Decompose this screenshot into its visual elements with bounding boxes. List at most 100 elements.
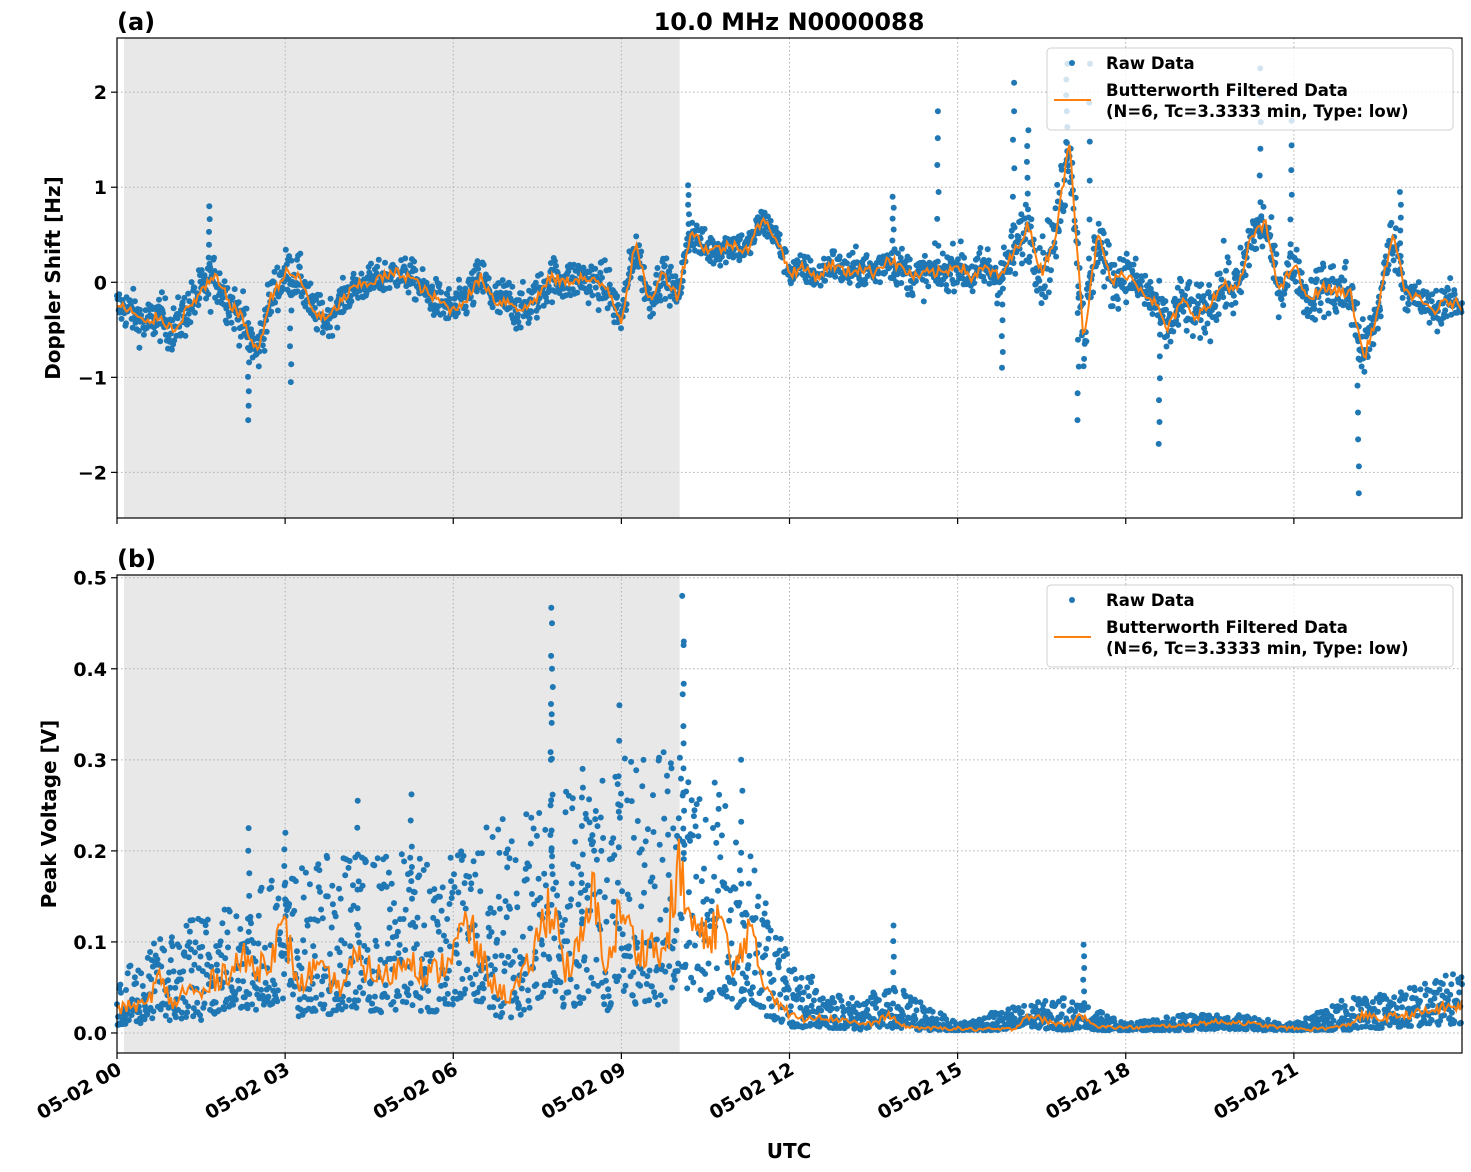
raw-data-point	[1392, 225, 1399, 232]
raw-data-point	[1081, 355, 1088, 362]
raw-data-point	[1171, 295, 1178, 302]
raw-data-point	[634, 939, 641, 946]
raw-data-point	[459, 900, 466, 907]
raw-data-point	[1058, 1011, 1065, 1018]
raw-data-point	[680, 825, 687, 832]
raw-data-point	[540, 989, 547, 996]
raw-data-point	[698, 878, 705, 885]
raw-data-point	[1445, 286, 1451, 293]
raw-data-point	[764, 213, 771, 220]
filtered-data-line	[116, 144, 1463, 360]
raw-data-point	[170, 305, 177, 312]
raw-data-outlier-point	[547, 802, 554, 809]
raw-data-point	[1422, 980, 1428, 987]
raw-data-point	[446, 295, 453, 302]
raw-data-point	[599, 777, 606, 784]
raw-data-point	[169, 943, 176, 950]
raw-data-point	[443, 975, 450, 982]
raw-data-point	[371, 862, 378, 869]
raw-data-point	[300, 937, 307, 944]
raw-data-point	[434, 921, 441, 928]
raw-data-point	[1162, 298, 1169, 305]
raw-data-point	[646, 967, 653, 974]
raw-data-point	[1097, 255, 1104, 262]
raw-data-point	[1330, 1017, 1337, 1024]
raw-data-point	[1134, 292, 1141, 299]
raw-data-point	[650, 310, 656, 317]
raw-data-point	[684, 985, 691, 992]
raw-data-point	[117, 981, 124, 988]
raw-data-point	[838, 997, 845, 1004]
raw-data-point	[708, 898, 715, 905]
raw-data-point	[364, 946, 371, 953]
raw-data-point	[1202, 329, 1209, 336]
raw-data-point	[235, 977, 242, 984]
raw-data-point	[601, 894, 608, 901]
raw-data-point	[1206, 282, 1213, 288]
raw-data-point	[673, 927, 680, 934]
raw-data-point	[1451, 291, 1458, 298]
raw-data-point	[231, 286, 238, 293]
raw-data-point	[607, 1000, 614, 1007]
raw-data-point	[1036, 277, 1043, 284]
raw-data-point	[197, 953, 204, 960]
raw-data-point	[625, 943, 632, 950]
raw-data-point	[1028, 216, 1035, 223]
raw-data-point	[521, 1006, 527, 1013]
raw-data-point	[1342, 258, 1349, 265]
raw-data-point	[800, 989, 807, 996]
raw-data-point	[542, 826, 549, 833]
raw-data-point	[137, 306, 143, 313]
raw-data-point	[1242, 272, 1249, 279]
raw-data-point	[939, 250, 946, 257]
raw-data-point	[167, 957, 174, 964]
raw-data-point	[1109, 303, 1116, 310]
raw-data-point	[353, 1004, 360, 1011]
raw-data-outlier-point	[1355, 436, 1362, 443]
raw-data-outlier-point	[288, 307, 295, 314]
raw-data-point	[447, 854, 454, 861]
raw-data-point	[657, 992, 664, 999]
raw-data-point	[606, 266, 613, 273]
raw-data-point	[243, 305, 250, 312]
raw-data-outlier-point	[287, 379, 294, 386]
raw-data-point	[1101, 283, 1108, 290]
raw-data-point	[568, 896, 575, 903]
raw-data-point	[245, 949, 252, 956]
raw-data-outlier-point	[1155, 440, 1162, 447]
legend-raw-marker	[1069, 60, 1075, 66]
raw-data-point	[458, 848, 465, 855]
raw-data-point	[592, 284, 599, 291]
raw-data-point	[1105, 241, 1112, 248]
raw-data-point	[906, 265, 913, 271]
raw-data-point	[592, 816, 599, 823]
raw-data-point	[391, 900, 397, 907]
raw-data-outlier-point	[1074, 417, 1081, 424]
raw-data-outlier-point	[999, 301, 1006, 308]
raw-data-point	[882, 269, 889, 276]
raw-data-point	[656, 292, 663, 299]
raw-data-outlier-point	[1355, 490, 1362, 497]
raw-data-point	[467, 886, 474, 893]
raw-data-point	[722, 259, 729, 266]
raw-data-point	[191, 309, 198, 316]
raw-data-point	[1390, 257, 1397, 264]
raw-data-point	[798, 974, 805, 981]
raw-data-point	[318, 991, 325, 998]
raw-data-point	[687, 837, 693, 844]
raw-data-point	[821, 255, 827, 262]
raw-data-point	[456, 276, 462, 283]
raw-data-point	[225, 944, 231, 951]
raw-data-point	[472, 871, 479, 878]
raw-data-point	[355, 997, 362, 1004]
raw-data-point	[170, 968, 177, 975]
raw-data-point	[286, 901, 293, 907]
raw-data-point	[1246, 262, 1252, 269]
raw-data-point	[123, 320, 129, 327]
raw-data-point	[832, 273, 839, 280]
raw-data-point	[1034, 1007, 1041, 1014]
raw-data-point	[752, 915, 759, 921]
raw-data-point	[359, 882, 366, 889]
raw-data-point	[279, 284, 286, 291]
raw-data-point	[589, 292, 596, 299]
